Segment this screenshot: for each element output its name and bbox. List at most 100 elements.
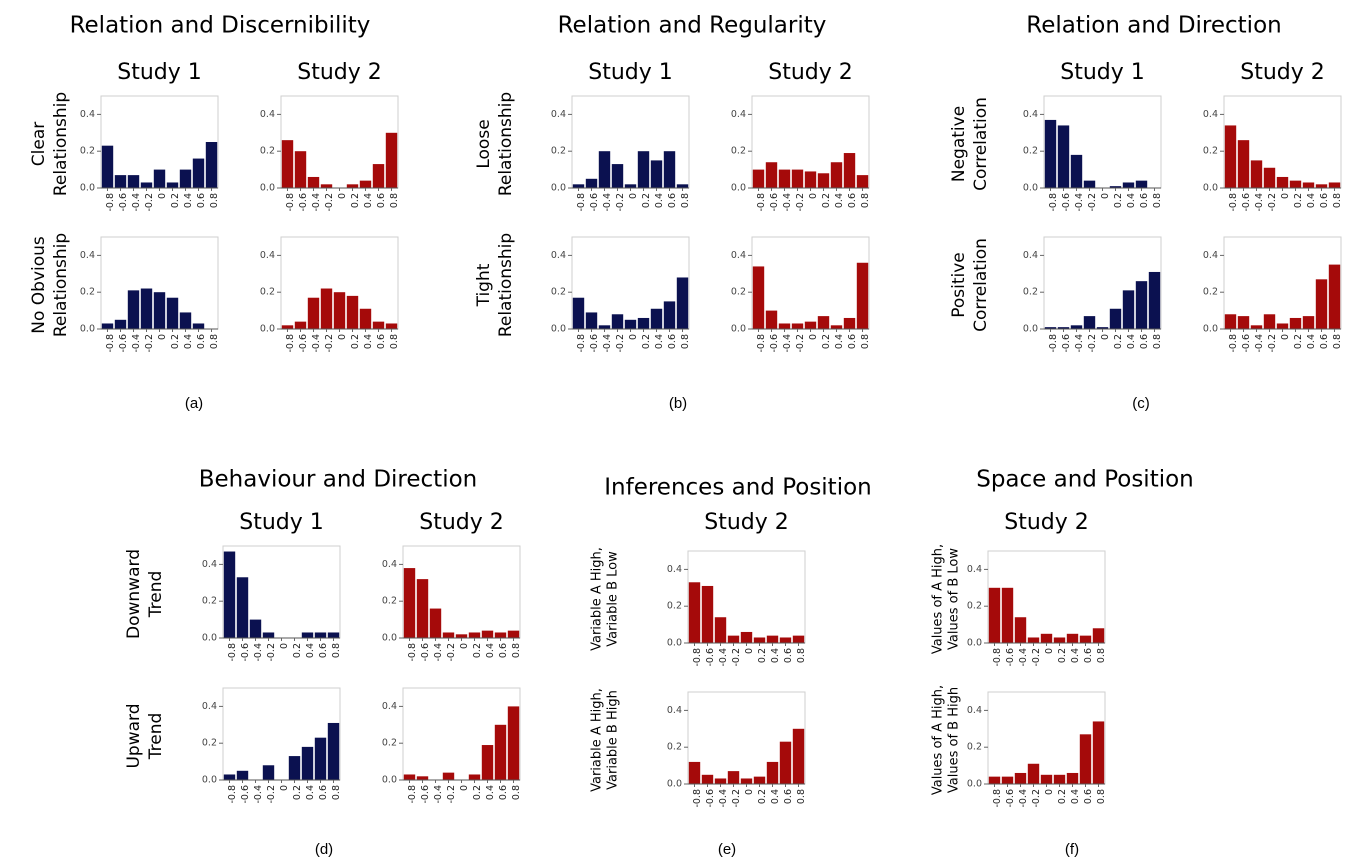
x-tick-label: -0.8 [756, 334, 767, 353]
bar [778, 323, 791, 329]
bar [101, 145, 114, 188]
x-tick-label: -0.4 [602, 193, 613, 212]
panel-caption: (a) [185, 395, 203, 412]
x-tick-label: 0.4 [363, 193, 374, 208]
y-tick-label: 0.4 [667, 564, 682, 575]
bar-chart: 0.00.20.4-0.8 -0.6 -0.4 -0.2 0 0.2 0.4 0.6 0.8 [1023, 236, 1163, 353]
x-tick-label: -0.2 [266, 643, 277, 662]
bar [1109, 186, 1122, 188]
x-tick-label: -0.6 [1061, 193, 1072, 212]
x-tick-label: 0.4 [834, 334, 845, 349]
y-tick-label: 0.2 [667, 601, 682, 612]
x-tick-label: -0.2 [615, 334, 626, 353]
y-tick-label: 0.2 [967, 601, 982, 612]
x-tick-label: -0.6 [420, 785, 431, 804]
x-tick-label: 0 [808, 193, 819, 199]
x-tick-label: 0.6 [318, 785, 329, 800]
bar [359, 308, 372, 329]
bar [637, 317, 650, 329]
x-tick-label: -0.4 [782, 193, 793, 212]
x-tick-label: 0 [337, 334, 348, 340]
bar [1224, 314, 1237, 329]
bar-chart: 0.00.20.4-0.8 -0.6 -0.4 -0.2 0 0.2 0.4 0.6 0.8 [80, 236, 220, 353]
bar [1079, 734, 1092, 784]
y-tick-label: 0.0 [667, 779, 682, 790]
bar [830, 162, 843, 188]
x-tick-label: 0.6 [783, 789, 794, 804]
bar [988, 776, 1001, 784]
x-tick-label: 0.6 [667, 334, 678, 349]
bar-chart: 0.00.20.4-0.8 -0.6 -0.4 -0.2 0 0.2 0.4 0.6 0.8 [202, 687, 342, 804]
x-tick-label: 0.8 [860, 334, 871, 349]
x-tick-label: 0.4 [1070, 789, 1081, 804]
bar [1001, 776, 1014, 784]
x-tick-label: -0.4 [253, 643, 264, 662]
x-tick-label: 0.2 [350, 334, 361, 349]
bar [1276, 176, 1289, 188]
row-label-line: Clear [29, 122, 49, 166]
x-tick-label: 0.8 [1152, 193, 1163, 208]
y-tick-label: 0.4 [967, 564, 982, 575]
bar [753, 776, 766, 784]
x-tick-label: 0 [1044, 789, 1055, 795]
bar [442, 632, 455, 638]
x-tick-label: 0.2 [1113, 334, 1124, 349]
bar [663, 151, 676, 188]
x-tick-label: 0.2 [1293, 193, 1304, 208]
row-label-line: Trend [146, 713, 166, 761]
bar [307, 297, 320, 329]
bar [1315, 184, 1328, 188]
row-label-line: Relationship [496, 92, 516, 196]
bar [1014, 772, 1027, 784]
panel-title: Behaviour and Direction [199, 467, 478, 493]
x-tick-label: -0.2 [1031, 789, 1042, 808]
x-tick-label: 0 [459, 643, 470, 649]
study-title: Study 1 [117, 60, 202, 85]
panel-c: Relation and Direction Study 1 Study 2 Nega… [949, 13, 1343, 412]
bar [1135, 180, 1148, 188]
x-tick-label: -0.4 [433, 785, 444, 804]
x-tick-label: -0.8 [576, 334, 587, 353]
y-tick-label: 0.4 [382, 559, 397, 570]
y-tick-label: 0.4 [1023, 109, 1038, 120]
x-tick-label: -0.8 [692, 648, 703, 667]
bar [572, 297, 585, 329]
x-tick-label: -0.8 [756, 193, 767, 212]
y-tick-label: 0.4 [731, 250, 746, 261]
x-tick-label: 0 [1100, 193, 1111, 199]
bar [1092, 628, 1105, 643]
y-tick-label: 0.4 [260, 250, 275, 261]
bar [714, 778, 727, 784]
row-label-line: Correlation [971, 97, 991, 191]
x-tick-label: -0.4 [1254, 334, 1265, 353]
bar [791, 323, 804, 329]
bar [752, 266, 765, 329]
x-tick-label: 0.6 [376, 193, 387, 208]
y-tick-label: 0.0 [1023, 324, 1038, 335]
bar [372, 321, 385, 329]
y-tick-label: 0.4 [382, 701, 397, 712]
bar [624, 184, 637, 188]
bar [281, 140, 294, 188]
x-tick-label: -0.8 [285, 334, 296, 353]
x-tick-label: -0.4 [1018, 789, 1029, 808]
x-tick-label: -0.8 [105, 193, 116, 212]
x-tick-label: 0.4 [834, 193, 845, 208]
bar [327, 722, 340, 780]
bar [205, 142, 218, 188]
bar [301, 632, 314, 638]
bar [307, 176, 320, 188]
bar [314, 632, 327, 638]
bar [179, 169, 192, 188]
x-tick-label: -0.8 [1228, 334, 1239, 353]
bar [507, 706, 520, 780]
x-tick-label: 0.6 [1319, 193, 1330, 208]
bar [468, 632, 481, 638]
row-label-line: Relationship [496, 233, 516, 337]
bar [455, 634, 468, 638]
panel-title: Relation and Discernibility [70, 13, 371, 39]
bar [127, 175, 140, 188]
x-tick-label: -0.2 [446, 785, 457, 804]
bar [1040, 633, 1053, 643]
bar [114, 175, 127, 188]
